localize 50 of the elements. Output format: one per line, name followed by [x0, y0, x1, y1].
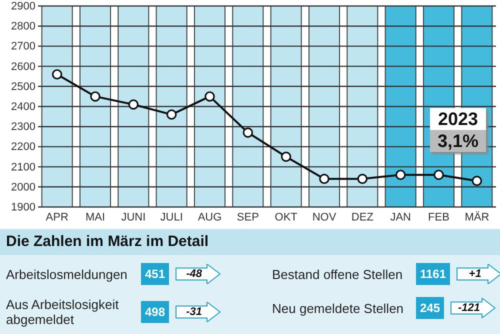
- y-tick-label: 2000: [11, 181, 36, 194]
- y-tick-label: 2300: [11, 121, 36, 134]
- text: Arbeitslosmeldungen: [6, 266, 128, 282]
- x-tick-label: OKT: [274, 212, 298, 224]
- y-tick-label: 2200: [11, 141, 36, 154]
- y-tick-label: 2700: [11, 40, 36, 53]
- x-tick-label: JAN: [390, 212, 412, 224]
- point: [395, 170, 406, 180]
- text: Neu gemeldete Stellen: [272, 300, 405, 316]
- point: [319, 174, 330, 184]
- x-tick-label: FEB: [428, 212, 450, 224]
- y-tick-label: 2800: [11, 20, 36, 33]
- x-tick-label: JUNI: [121, 212, 146, 224]
- point: [52, 69, 62, 80]
- y-tick-label: 2500: [11, 80, 36, 93]
- point: [280, 152, 292, 162]
- y-tick-label: 2900: [11, 0, 36, 12]
- x-tick-label: NOV: [312, 212, 337, 224]
- text: +1: [468, 267, 482, 282]
- point: [90, 91, 100, 102]
- text: 498: [141, 301, 170, 323]
- x-tick-label: APR: [46, 212, 68, 224]
- point: [128, 99, 139, 110]
- text: 245: [416, 297, 444, 319]
- x-tick-label: DEZ: [351, 212, 374, 224]
- text: -121: [457, 301, 482, 316]
- text: Die Zahlen im März im Detail: [0, 229, 500, 255]
- point: [357, 174, 368, 184]
- point: [472, 176, 482, 186]
- annotation: 2023: [430, 108, 486, 130]
- x-tick-label: JULI: [160, 212, 183, 224]
- point: [434, 170, 444, 180]
- point: [242, 128, 254, 138]
- x-tick-label: MÄR: [464, 210, 490, 224]
- text: -31: [185, 305, 203, 320]
- y-tick-label: 1900: [11, 202, 36, 214]
- y-tick-label: 2400: [11, 101, 36, 113]
- x-tick-label: MAI: [85, 212, 106, 224]
- point: [204, 91, 215, 102]
- x-tick-label: AUG: [198, 212, 222, 224]
- annotation: 3,1%: [430, 130, 486, 152]
- y-tick-label: 2600: [11, 60, 36, 73]
- text: Bestand offene Stellen: [272, 266, 404, 282]
- point: [166, 109, 177, 120]
- x-tick-label: SEP: [236, 212, 259, 224]
- text: 451: [141, 263, 170, 285]
- y-tick-label: 2100: [11, 161, 36, 174]
- text: -48: [185, 267, 203, 282]
- text: 1161: [416, 263, 450, 285]
- text: Aus Arbeitslosigkeit abgemeldet: [6, 297, 120, 327]
